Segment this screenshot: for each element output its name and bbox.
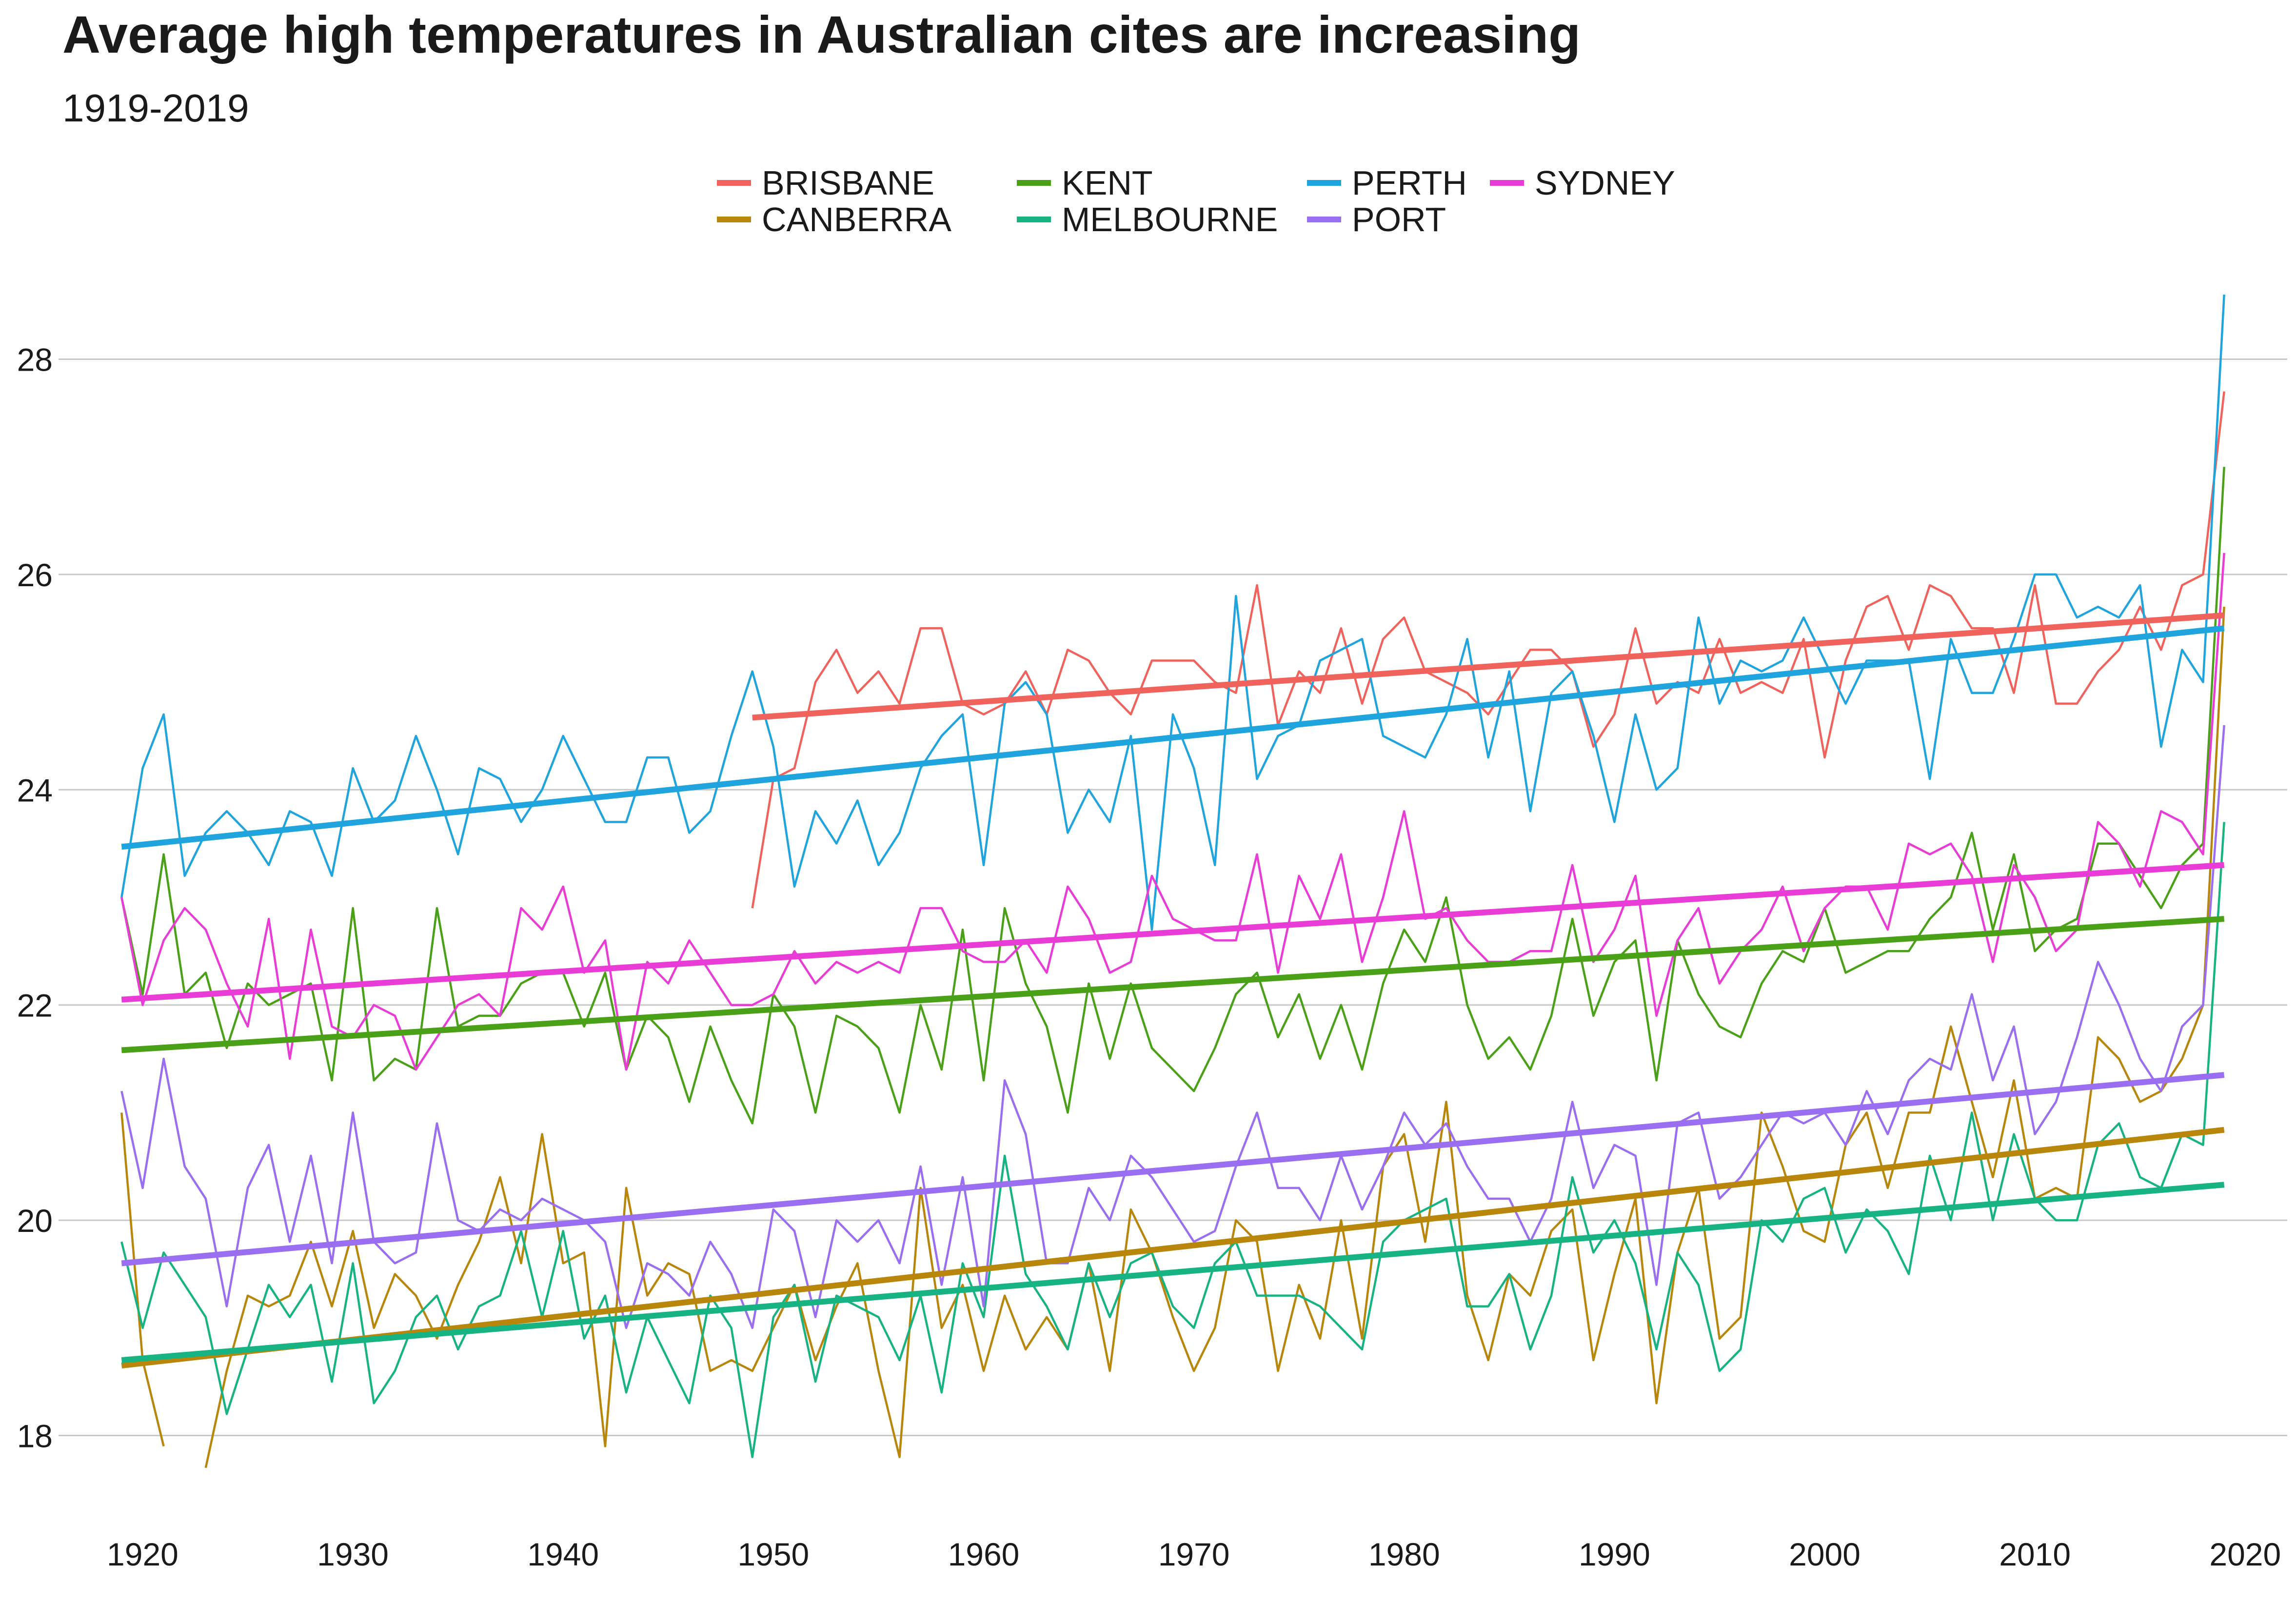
trend-line-melbourne	[121, 1182, 2225, 1363]
y-tick-label: 20	[17, 1203, 53, 1239]
y-tick-label: 18	[17, 1418, 53, 1454]
series-line-brisbane	[751, 391, 2225, 909]
trend-line-sydney	[121, 862, 2225, 1003]
series-line-perth	[120, 294, 2225, 931]
legend-item-canberra: CANBERRA	[717, 200, 951, 238]
trend-line-port	[121, 1072, 2225, 1267]
legend-label: MELBOURNE	[1062, 200, 1278, 238]
y-tick-label: 24	[17, 772, 53, 808]
legend-item-kent: KENT	[1017, 164, 1153, 202]
legend-label: SYDNEY	[1535, 164, 1675, 202]
x-tick-label: 2020	[2209, 1536, 2281, 1572]
x-tick-label: 2000	[1789, 1536, 1861, 1572]
trend-line-brisbane	[752, 612, 2225, 721]
legend-label: PORT	[1352, 200, 1446, 238]
x-tick-label: 1950	[737, 1536, 809, 1572]
y-tick-label: 26	[17, 557, 53, 593]
y-tick-label: 28	[17, 342, 53, 378]
x-tick-label: 1980	[1368, 1536, 1440, 1572]
legend-item-perth: PERTH	[1307, 164, 1467, 202]
x-axis: 1920 1930 1940 1950 1960 1970 1980 1990 2000 2010…	[107, 1536, 2281, 1572]
legend-item-melbourne: MELBOURNE	[1017, 200, 1278, 238]
legend-label: PERTH	[1352, 164, 1467, 202]
legend-label: CANBERRA	[762, 200, 951, 238]
legend-item-brisbane: BRISBANE	[717, 164, 934, 202]
y-tick-label: 22	[17, 988, 53, 1024]
x-tick-label: 1940	[527, 1536, 599, 1572]
series-lines	[120, 294, 2225, 1468]
legend-label: BRISBANE	[762, 164, 934, 202]
series-line-sydney	[120, 553, 2225, 1071]
trend-lines	[121, 612, 2225, 1368]
x-tick-label: 1990	[1579, 1536, 1650, 1572]
y-axis: 18 20 22 24 26 28	[17, 342, 53, 1454]
trend-line-kent	[121, 916, 2225, 1053]
x-tick-label: 2010	[1999, 1536, 2071, 1572]
trend-line-canberra	[121, 1127, 2225, 1368]
series-line-kent	[120, 467, 2225, 1125]
x-tick-label: 1920	[107, 1536, 178, 1572]
chart-title: Average high temperatures in Australian …	[62, 5, 1581, 64]
x-tick-label: 1970	[1158, 1536, 1230, 1572]
legend-item-sydney: SYDNEY	[1490, 164, 1675, 202]
trend-line-perth	[121, 625, 2225, 850]
legend-label: KENT	[1062, 164, 1153, 202]
chart-subtitle: 1919-2019	[62, 86, 249, 130]
gridlines	[59, 358, 2287, 1436]
x-tick-label: 1930	[317, 1536, 389, 1572]
legend-item-port: PORT	[1307, 200, 1446, 238]
x-tick-label: 1960	[948, 1536, 1020, 1572]
